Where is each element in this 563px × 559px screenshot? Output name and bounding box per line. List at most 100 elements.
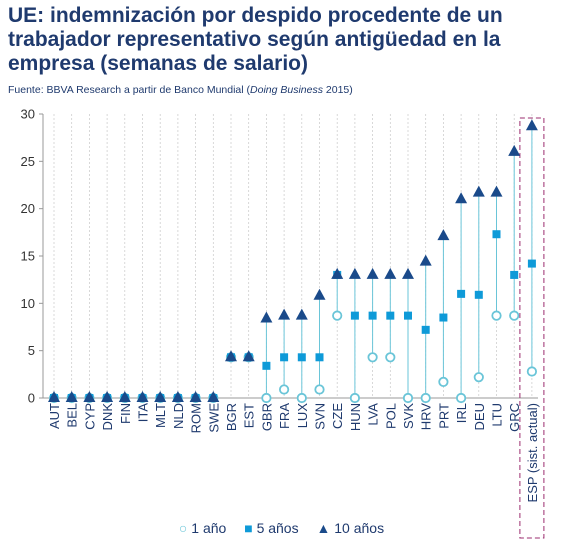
marker-5-years bbox=[350, 311, 359, 320]
x-tick-label: IRL bbox=[454, 403, 469, 423]
y-tick-label: 30 bbox=[21, 107, 35, 122]
x-tick-label: CZE bbox=[330, 403, 345, 429]
marker-10-years bbox=[419, 254, 432, 266]
marker-1-year bbox=[278, 384, 290, 395]
marker-10-years bbox=[455, 192, 468, 204]
marker-5-years bbox=[280, 353, 289, 362]
legend-item-5-years: ■ 5 años bbox=[244, 520, 298, 536]
marker-10-years bbox=[278, 308, 291, 320]
marker-5-years bbox=[368, 311, 377, 320]
marker-1-year bbox=[473, 372, 484, 383]
x-tick-label: GRC bbox=[507, 403, 522, 432]
marker-5-years bbox=[474, 290, 483, 299]
x-tick-label: SVK bbox=[401, 403, 416, 429]
marker-1-year bbox=[296, 392, 307, 404]
legend-item-1-year: ○ 1 año bbox=[179, 520, 226, 536]
y-tick-label: 10 bbox=[21, 296, 35, 311]
x-tick-label: GBR bbox=[259, 403, 274, 431]
marker-1-year bbox=[332, 310, 343, 321]
marker-10-years bbox=[525, 119, 538, 131]
circle-marker-icon: ○ bbox=[178, 520, 188, 536]
marker-10-years bbox=[242, 350, 255, 362]
y-tick-label: 0 bbox=[28, 391, 35, 406]
marker-1-year bbox=[314, 384, 325, 395]
marker-10-years bbox=[402, 267, 414, 279]
marker-10-years bbox=[348, 267, 361, 279]
x-tick-label: DEU bbox=[472, 403, 487, 430]
triangle-marker-icon: ▲ bbox=[316, 520, 331, 536]
marker-1-year bbox=[367, 352, 378, 363]
marker-10-years bbox=[384, 267, 397, 279]
marker-1-year bbox=[526, 366, 538, 377]
marker-10-years bbox=[225, 350, 237, 362]
x-tick-label: CYP bbox=[82, 403, 97, 430]
x-tick-label: ITA bbox=[136, 403, 151, 423]
marker-5-years bbox=[421, 325, 430, 334]
marker-5-years bbox=[297, 353, 306, 362]
marker-5-years bbox=[510, 270, 519, 279]
marker-10-years bbox=[313, 288, 326, 300]
y-tick-label: 15 bbox=[21, 249, 35, 264]
marker-1-year bbox=[385, 352, 396, 363]
x-tick-label: AUT bbox=[47, 403, 62, 429]
x-tick-label: ROM bbox=[189, 403, 204, 433]
x-tick-label: SWE bbox=[206, 403, 221, 433]
x-tick-label: ESP (sist. actual) bbox=[525, 403, 540, 502]
x-tick-label: EST bbox=[242, 403, 257, 428]
marker-10-years bbox=[101, 391, 114, 402]
marker-10-years bbox=[136, 391, 149, 402]
marker-10-years bbox=[490, 185, 503, 197]
square-marker-icon: ■ bbox=[244, 520, 253, 536]
marker-10-years bbox=[366, 267, 379, 279]
marker-10-years bbox=[331, 267, 344, 279]
x-tick-label: BEL bbox=[65, 403, 80, 428]
marker-10-years bbox=[154, 391, 167, 402]
source-prefix: Fuente: BBVA Research a partir de Banco … bbox=[8, 84, 251, 96]
marker-10-years bbox=[189, 391, 202, 402]
x-tick-label: HUN bbox=[348, 403, 363, 431]
x-tick-label: PRT bbox=[436, 403, 451, 429]
x-tick-label: HRV bbox=[419, 403, 434, 431]
marker-10-years bbox=[171, 391, 184, 402]
marker-10-years bbox=[83, 391, 96, 402]
source-publication: Doing Business bbox=[250, 84, 323, 96]
x-tick-label: NLD bbox=[171, 403, 186, 429]
marker-1-year bbox=[402, 392, 414, 404]
marker-5-years bbox=[492, 230, 501, 239]
marker-5-years bbox=[457, 289, 466, 298]
chart-title: UE: indemnización por despido procedente… bbox=[8, 4, 503, 75]
marker-10-years bbox=[295, 308, 308, 320]
y-tick-label: 5 bbox=[28, 343, 35, 358]
y-tick-label: 25 bbox=[21, 154, 35, 169]
marker-1-year bbox=[349, 392, 360, 404]
marker-10-years bbox=[48, 391, 60, 402]
legend-label-5-years: 5 años bbox=[256, 520, 299, 536]
source-suffix: 2015) bbox=[323, 84, 353, 96]
marker-5-years bbox=[386, 311, 395, 320]
marker-10-years bbox=[65, 391, 78, 402]
marker-1-year bbox=[420, 392, 431, 404]
marker-1-year bbox=[455, 392, 467, 404]
marker-10-years bbox=[472, 185, 485, 197]
marker-1-year bbox=[261, 392, 272, 404]
legend: ○ 1 año ■ 5 años ▲ 10 años bbox=[0, 520, 563, 536]
legend-label-10-years: 10 años bbox=[334, 520, 385, 536]
x-tick-label: POL bbox=[383, 403, 398, 429]
x-tick-label: BGR bbox=[224, 403, 239, 431]
x-tick-label: LUX bbox=[295, 403, 310, 429]
marker-5-years bbox=[404, 311, 412, 320]
marker-10-years bbox=[260, 311, 273, 323]
x-tick-label: FIN bbox=[118, 403, 133, 424]
marker-1-year bbox=[491, 310, 502, 321]
marker-5-years bbox=[315, 353, 324, 362]
x-tick-label: SVN bbox=[313, 403, 328, 430]
marker-5-years bbox=[262, 361, 271, 370]
legend-label-1-year: 1 año bbox=[191, 520, 227, 536]
marker-10-years bbox=[437, 229, 450, 241]
x-tick-label: LVA bbox=[366, 403, 381, 426]
marker-10-years bbox=[207, 391, 220, 402]
marker-1-year bbox=[509, 310, 520, 321]
legend-item-10-years: ▲ 10 años bbox=[317, 520, 385, 536]
chart-source: Fuente: BBVA Research a partir de Banco … bbox=[8, 84, 558, 97]
